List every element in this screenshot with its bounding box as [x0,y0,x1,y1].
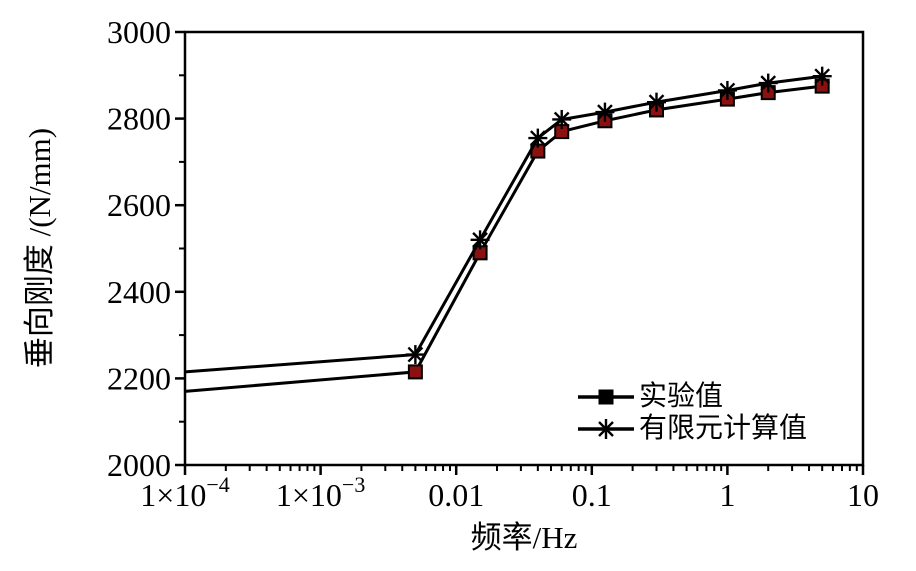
asterisk-marker-icon [598,419,614,439]
legend-item-experimental: 实验值 [576,381,807,413]
legend-label-experimental: 实验值 [639,381,724,412]
x-tick-label: 1×10−4 [140,472,229,513]
y-tick-label: 2200 [107,360,171,396]
legend-item-fem: 有限元计算值 [576,413,807,445]
y-axis-title: 垂向刚度 /(N/mm) [22,127,57,369]
legend-swatch-fem [578,419,634,439]
asterisk-marker-icon [812,66,832,86]
x-tick-label: 0.01 [428,477,484,513]
asterisk-marker-icon [646,92,666,112]
legend: 实验值 有限元计算值 [576,381,807,445]
x-tick-label: 10 [847,477,879,513]
y-tick-label: 2400 [107,274,171,310]
y-tick-label: 2000 [107,447,171,483]
asterisk-marker-icon [470,230,490,250]
asterisk-marker-icon [552,109,572,129]
series-fem [184,66,832,374]
asterisk-marker-icon [758,73,778,93]
y-tick-label: 3000 [107,14,171,50]
square-marker-icon [407,364,423,380]
x-tick-label: 1×10−3 [276,472,365,513]
legend-swatch-experimental [578,389,634,405]
x-tick-label: 0.1 [572,477,612,513]
asterisk-marker-icon [717,80,737,100]
series-experimental [184,78,830,393]
y-tick-label: 2600 [107,187,171,223]
y-tick-label: 2800 [107,101,171,137]
x-tick-label: 1 [719,477,735,513]
asterisk-marker-icon [405,345,425,365]
asterisk-marker-icon [595,102,615,122]
y-axis-ticks: 2000 2200 2400 2600 2800 3000 [107,14,185,483]
legend-label-fem: 有限元计算值 [639,413,808,444]
asterisk-marker-icon [528,128,548,148]
x-axis-title: 频率/Hz [470,520,578,555]
x-axis-ticks: 1×10−4 1×10−3 0.01 0.1 1 10 [140,465,879,513]
square-marker-icon [598,389,614,405]
